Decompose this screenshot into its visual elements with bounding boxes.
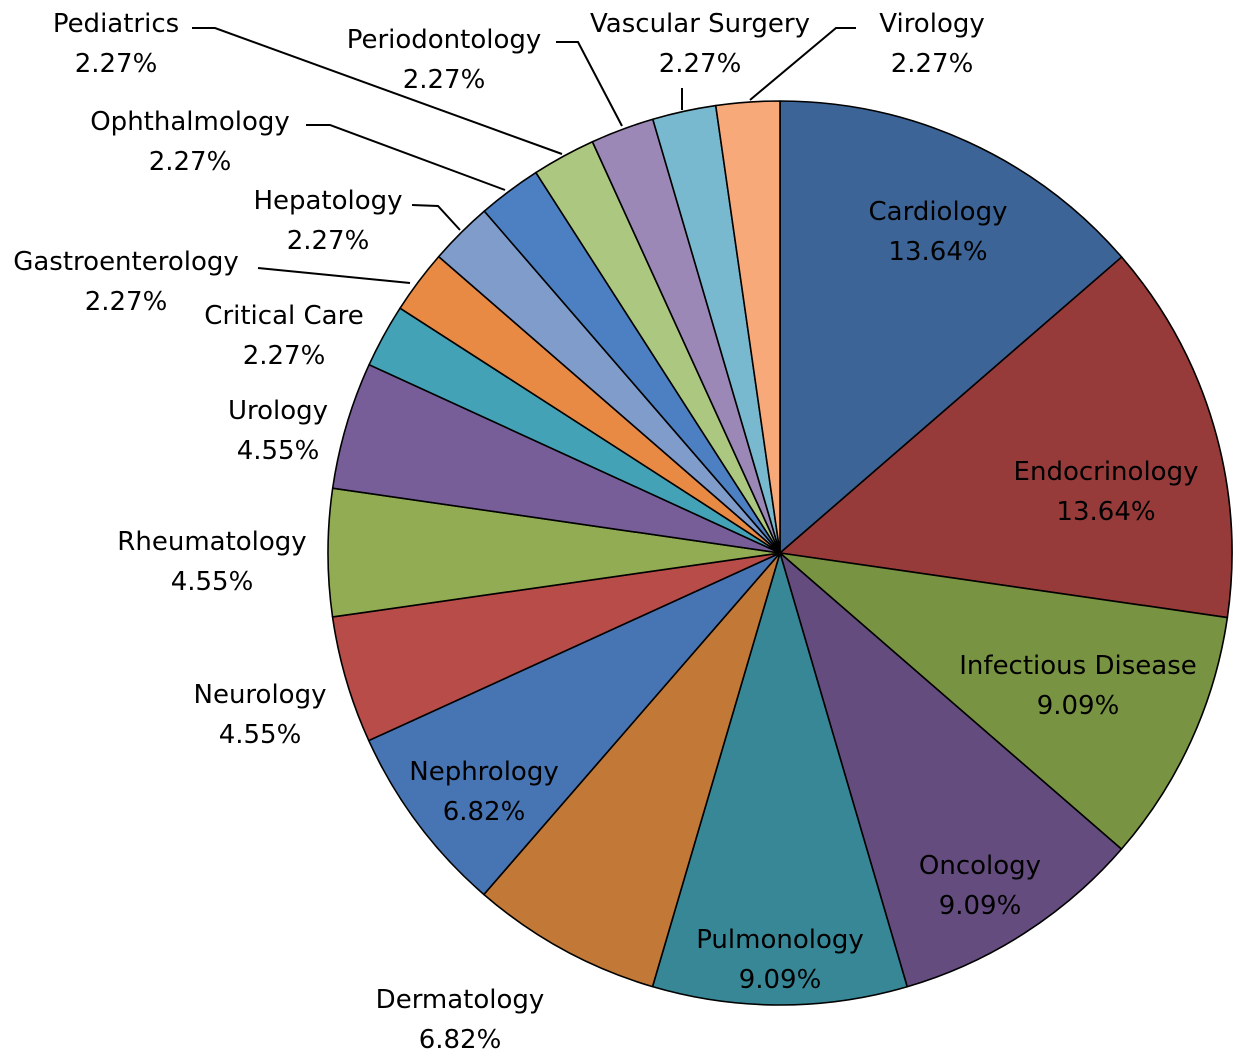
slice-label-infectious-disease: Infectious Disease 9.09% bbox=[959, 651, 1196, 721]
slice-label-endocrinology: Endocrinology 13.64% bbox=[1014, 457, 1199, 527]
slice-label-urology: Urology 4.55% bbox=[228, 396, 328, 466]
slice-label-value: 9.09% bbox=[739, 965, 822, 995]
slice-label-value: 2.27% bbox=[75, 49, 158, 79]
pie-slice-cardiology bbox=[779, 100, 1123, 554]
leader-line-periodontology bbox=[556, 41, 623, 127]
slice-label-value: 6.82% bbox=[419, 1025, 502, 1055]
slice-label-name: Periodontology bbox=[347, 25, 542, 55]
slice-label-value: 2.27% bbox=[659, 49, 742, 79]
leader-line-ophthalmology bbox=[306, 124, 506, 191]
slice-label-name: Pulmonology bbox=[696, 925, 864, 955]
slice-label-value: 4.55% bbox=[219, 720, 302, 750]
slice-label-value: 13.64% bbox=[888, 237, 987, 267]
slice-label-name: Nephrology bbox=[409, 757, 558, 787]
slice-label-name: Critical Care bbox=[204, 301, 363, 331]
pie-slices bbox=[327, 100, 1233, 1006]
slice-label-value: 2.27% bbox=[891, 49, 974, 79]
slice-label-rheumatology: Rheumatology 4.55% bbox=[117, 527, 306, 597]
slice-label-name: Gastroenterology bbox=[13, 247, 239, 277]
slice-label-name: Ophthalmology bbox=[90, 107, 290, 137]
pie-slice-endocrinology bbox=[779, 256, 1233, 619]
slice-label-value: 2.27% bbox=[85, 287, 168, 317]
slice-label-name: Endocrinology bbox=[1014, 457, 1199, 487]
slice-label-name: Infectious Disease bbox=[959, 651, 1196, 681]
leader-line-virology bbox=[749, 27, 856, 101]
slice-label-name: Dermatology bbox=[376, 985, 545, 1015]
slice-label-value: 4.55% bbox=[171, 567, 254, 597]
leader-line-pediatrics bbox=[192, 27, 563, 155]
pie-slice-nephrology bbox=[367, 552, 781, 896]
slice-label-value: 9.09% bbox=[1037, 691, 1120, 721]
slice-label-name: Cardiology bbox=[869, 197, 1008, 227]
slice-label-ophthalmology: Ophthalmology 2.27% bbox=[90, 107, 290, 177]
slice-label-pulmonology: Pulmonology 9.09% bbox=[696, 925, 864, 995]
slice-label-pediatrics: Pediatrics 2.27% bbox=[53, 9, 179, 79]
slice-label-virology: Virology 2.27% bbox=[879, 9, 985, 79]
slice-label-oncology: Oncology 9.09% bbox=[919, 851, 1041, 921]
slice-label-value: 13.64% bbox=[1056, 497, 1155, 527]
slice-label-value: 2.27% bbox=[243, 341, 326, 371]
pie-slice-virology bbox=[714, 100, 781, 554]
slice-label-name: Oncology bbox=[919, 851, 1041, 881]
slice-labels: Cardiology 13.64% Endocrinology 13.64% Infec… bbox=[13, 9, 1198, 1055]
slice-label-value: 2.27% bbox=[403, 65, 486, 95]
slice-label-name: Pediatrics bbox=[53, 9, 179, 39]
slice-label-vascular-surgery: Vascular Surgery 2.27% bbox=[590, 9, 810, 79]
slice-label-value: 2.27% bbox=[149, 147, 232, 177]
slice-label-value: 2.27% bbox=[287, 226, 370, 256]
slice-label-nephrology: Nephrology 6.82% bbox=[409, 757, 558, 827]
slice-label-neurology: Neurology 4.55% bbox=[194, 680, 327, 750]
slice-label-gastroenterology: Gastroenterology 2.27% bbox=[13, 247, 239, 317]
slice-label-name: Hepatology bbox=[253, 186, 402, 216]
slice-label-name: Vascular Surgery bbox=[590, 9, 810, 39]
slice-label-hepatology: Hepatology 2.27% bbox=[253, 186, 402, 256]
slice-label-critical-care: Critical Care 2.27% bbox=[204, 301, 363, 371]
leader-line-hepatology bbox=[411, 204, 461, 231]
leader-line-gastroenterology bbox=[257, 267, 411, 284]
slice-label-name: Virology bbox=[879, 9, 985, 39]
slice-label-value: 4.55% bbox=[237, 436, 320, 466]
slice-label-periodontology: Periodontology 2.27% bbox=[347, 25, 542, 95]
slice-label-value: 9.09% bbox=[939, 891, 1022, 921]
pie-slice-pulmonology bbox=[651, 552, 908, 1006]
slice-label-cardiology: Cardiology 13.64% bbox=[869, 197, 1008, 267]
pie-slice-oncology bbox=[779, 552, 1123, 988]
slice-label-value: 6.82% bbox=[443, 797, 526, 827]
slice-label-name: Rheumatology bbox=[117, 527, 306, 557]
slice-label-dermatology: Dermatology 6.82% bbox=[376, 985, 545, 1055]
leader-lines bbox=[192, 27, 856, 284]
pie-slice-infectious-disease bbox=[779, 552, 1229, 850]
slice-label-name: Neurology bbox=[194, 680, 327, 710]
slice-label-name: Urology bbox=[228, 396, 328, 426]
pie-slice-dermatology bbox=[483, 552, 781, 988]
